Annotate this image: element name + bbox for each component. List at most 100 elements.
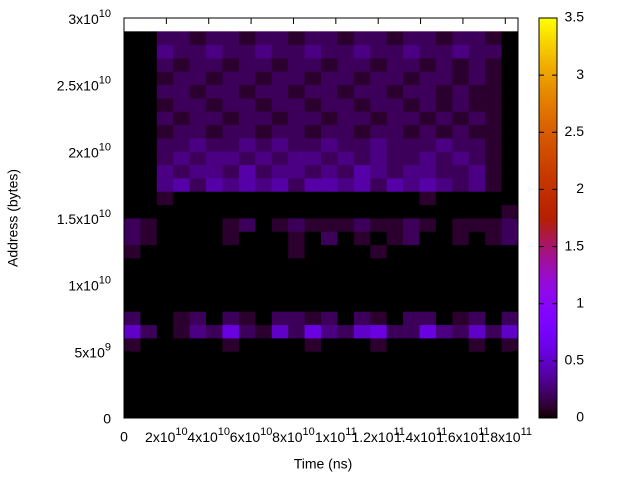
heatmap-cell — [370, 71, 388, 86]
colorbar-step — [539, 284, 557, 287]
colorbar-step — [539, 410, 557, 413]
colorbar-step — [539, 238, 557, 241]
colorbar-step — [539, 378, 557, 381]
heatmap-cell — [501, 84, 519, 99]
heatmap-cell — [304, 391, 322, 406]
heatmap-cell — [501, 204, 519, 219]
heatmap-cell — [403, 31, 420, 46]
colorbar-step — [539, 70, 557, 73]
heatmap-cell — [321, 71, 338, 86]
heatmap-cell — [156, 178, 174, 192]
heatmap-cell — [321, 391, 338, 406]
heatmap-cell — [271, 298, 289, 312]
tick-mantissa: 1.4x10 — [394, 429, 436, 445]
colorbar-step — [539, 288, 557, 291]
heatmap-cell — [321, 44, 338, 59]
heatmap-cell — [403, 71, 420, 86]
heatmap-cell — [140, 218, 158, 232]
y-tick-label: 1x1010 — [68, 275, 111, 294]
colorbar-step — [539, 186, 557, 189]
colorbar-tick-label: 0.5 — [565, 352, 585, 368]
heatmap-cell — [501, 138, 519, 152]
colorbar-step — [539, 210, 557, 213]
heatmap-cell — [140, 404, 158, 419]
heatmap-cell — [255, 351, 273, 366]
heatmap-cell — [403, 138, 420, 152]
heatmap-cell — [403, 351, 420, 366]
heatmap-cell — [271, 378, 289, 392]
colorbar-step — [539, 264, 557, 267]
colorbar-step — [539, 176, 557, 179]
heatmap-cell — [419, 284, 437, 299]
tick-mantissa: 1.8x10 — [479, 429, 521, 445]
heatmap-cell — [173, 191, 191, 206]
heatmap-cell — [468, 218, 486, 232]
colorbar-step — [539, 76, 557, 79]
heatmap-cell — [140, 71, 158, 86]
heatmap-cell — [255, 31, 273, 46]
heatmap-cell — [337, 71, 355, 86]
heatmap-cell — [206, 351, 223, 366]
colorbar-step — [539, 358, 557, 361]
heatmap-cell — [452, 271, 470, 286]
heatmap-cell — [140, 324, 158, 339]
heatmap-cell — [353, 44, 371, 59]
heatmap-cell — [353, 391, 371, 406]
heatmap-cell — [173, 204, 191, 219]
heatmap-cell — [222, 258, 240, 272]
colorbar-step — [539, 24, 557, 27]
colorbar-step — [539, 98, 557, 101]
heatmap-cell — [206, 71, 223, 86]
heatmap-cell — [288, 378, 305, 392]
heatmap-cell — [156, 44, 174, 59]
heatmap-cell — [222, 191, 240, 206]
x-tick-label: 1x1011 — [315, 426, 357, 445]
heatmap-cell — [189, 298, 207, 312]
colorbar-step — [539, 30, 557, 33]
heatmap-cell — [206, 151, 223, 166]
heatmap-cell — [156, 391, 174, 406]
heatmap-cells — [124, 31, 519, 419]
heatmap-cell — [238, 351, 256, 366]
heatmap-cell — [485, 311, 502, 326]
heatmap-cell — [304, 178, 322, 192]
heatmap-cell — [156, 324, 174, 339]
heatmap-cell — [238, 378, 256, 392]
heatmap-cell — [140, 378, 158, 392]
heatmap-cell — [173, 298, 191, 312]
heatmap-cell — [288, 164, 305, 179]
heatmap-cell — [403, 151, 420, 166]
heatmap-cell — [419, 218, 437, 232]
colorbar-step — [539, 336, 557, 339]
colorbar-step — [539, 268, 557, 271]
colorbar-step — [539, 222, 557, 225]
heatmap-cell — [288, 31, 305, 46]
heatmap-cell — [337, 151, 355, 166]
heatmap-cell — [222, 31, 240, 46]
heatmap-cell — [403, 364, 420, 379]
colorbar-step — [539, 108, 557, 111]
heatmap-cell — [304, 138, 322, 152]
heatmap-cell — [238, 151, 256, 166]
tick-mantissa: 2.5x10 — [57, 77, 99, 93]
heatmap-cell — [386, 111, 404, 126]
heatmap-cell — [370, 298, 388, 312]
heatmap-cell — [222, 111, 240, 126]
heatmap-cell — [337, 44, 355, 59]
heatmap-cell — [304, 324, 322, 339]
heatmap-cell — [419, 271, 437, 286]
heatmap-cell — [468, 191, 486, 206]
heatmap-cell — [271, 111, 289, 126]
heatmap-cell — [271, 31, 289, 46]
heatmap-cell — [468, 244, 486, 259]
heatmap-cell — [238, 204, 256, 219]
heatmap-cell — [386, 58, 404, 72]
heatmap-cell — [124, 138, 141, 152]
heatmap-cell — [353, 218, 371, 232]
heatmap-cell — [255, 178, 273, 192]
colorbar-step — [539, 68, 557, 71]
heatmap-cell — [435, 124, 453, 139]
heatmap-cell — [173, 258, 191, 272]
heatmap-cell — [255, 71, 273, 86]
heatmap-cell — [173, 284, 191, 299]
